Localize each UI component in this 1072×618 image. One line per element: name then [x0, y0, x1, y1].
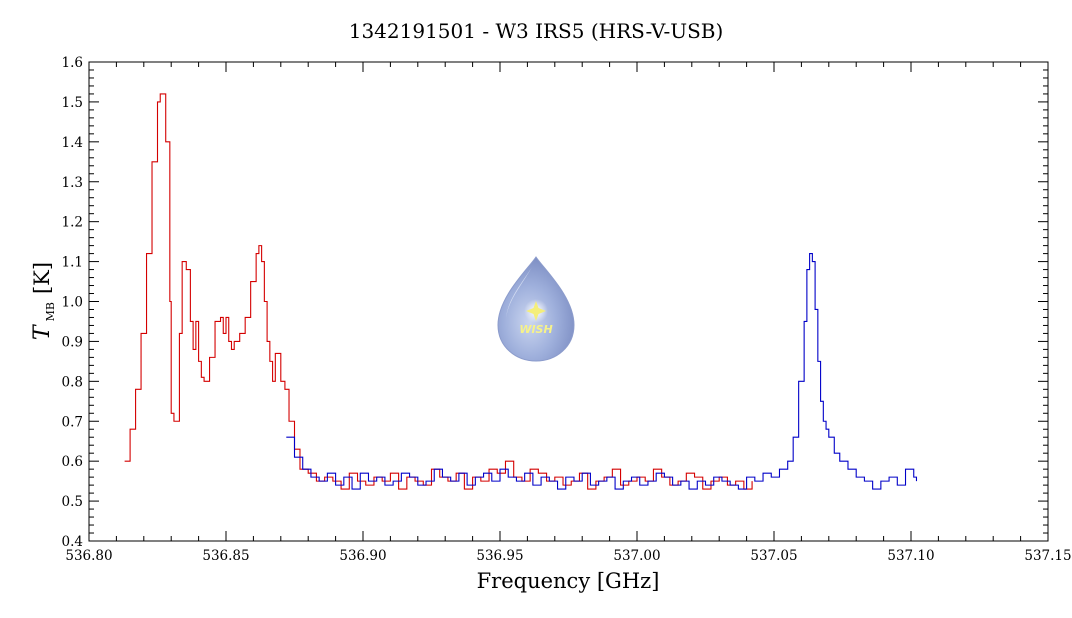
x-tick-label: 537.10 — [887, 548, 934, 564]
y-tick-label: 1.4 — [62, 135, 83, 151]
y-tick-label: 0.7 — [62, 414, 83, 430]
y-tick-label: 0.9 — [62, 334, 83, 350]
y-axis-label: T MB [K] — [30, 262, 58, 340]
x-tick-label: 536.95 — [476, 548, 523, 564]
y-tick-label: 1.2 — [62, 215, 83, 231]
x-tick-label: 537.00 — [613, 548, 660, 564]
red-spectrum-line — [124, 93, 753, 490]
chart-title: 1342191501 - W3 IRS5 (HRS-V-USB) — [349, 19, 724, 43]
x-tick-label: 536.80 — [65, 548, 112, 564]
y-axis-label-symbol: T — [30, 323, 55, 340]
y-tick-label: 1.3 — [62, 175, 83, 191]
y-tick-label: 0.8 — [62, 374, 83, 390]
y-tick-label: 0.6 — [62, 454, 83, 470]
x-axis-label: Frequency [GHz] — [477, 569, 660, 593]
y-axis-label-unit: [K] — [30, 262, 54, 294]
plot-frame — [88, 61, 1049, 542]
wish-logo: WISH — [497, 256, 575, 362]
x-tick-label: 537.15 — [1024, 548, 1071, 564]
blue-spectrum-line — [286, 253, 918, 490]
wish-star-icon — [526, 301, 546, 321]
wish-logo-text: WISH — [519, 323, 552, 336]
y-tick-label: 0.4 — [62, 534, 83, 550]
series-group — [124, 93, 918, 490]
x-tick-label: 536.85 — [202, 548, 249, 564]
y-tick-label: 1.5 — [62, 95, 83, 111]
y-tick-label: 1.0 — [62, 295, 83, 311]
y-axis-label-subscript: MB — [44, 302, 57, 321]
y-tick-label: 1.6 — [62, 55, 83, 71]
svg-text:T MB [K]: T MB [K] — [30, 262, 58, 340]
y-tick-label: 0.5 — [62, 494, 83, 510]
y-tick-label: 1.1 — [62, 255, 83, 271]
x-tick-label: 537.05 — [750, 548, 797, 564]
x-tick-label: 536.90 — [339, 548, 386, 564]
axis-ticks: 536.80 536.85 536.90 536.95 537.00 537.05 537.… — [62, 55, 1072, 564]
